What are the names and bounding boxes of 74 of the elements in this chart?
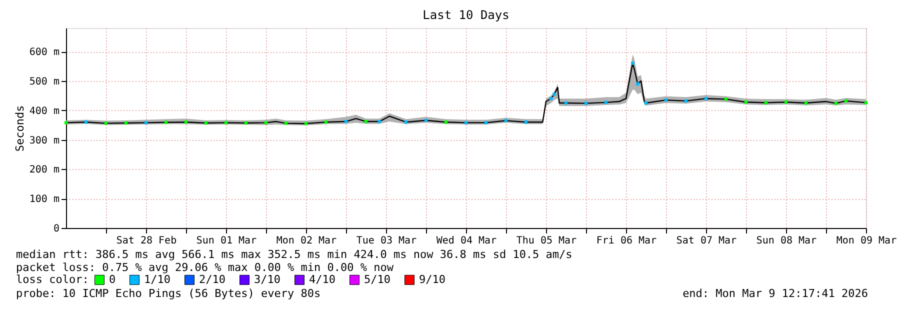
text: end: Mon Mar 9 12:17:41 2026 [682, 287, 868, 300]
text: probe: 10 ICMP Echo Pings (56 Bytes) every 80s [16, 287, 321, 300]
x-tick-label: Sat 07 Mar [676, 236, 737, 246]
x-tick-label: Mon 02 Mar [276, 236, 337, 246]
point [404, 120, 408, 124]
point [344, 120, 348, 124]
point [834, 102, 838, 105]
point [284, 122, 288, 125]
point [244, 121, 248, 125]
y-tick-label: 300 m [29, 135, 60, 146]
point [424, 118, 428, 122]
point [204, 121, 208, 125]
legend-label: 5/10 [364, 272, 390, 286]
point [304, 122, 308, 126]
point [764, 101, 768, 104]
point [584, 102, 588, 105]
point [444, 120, 448, 124]
x-tick-label: Thu 05 Mar [516, 236, 577, 246]
point [504, 119, 508, 122]
point [264, 121, 268, 124]
point [64, 121, 68, 124]
point [124, 121, 128, 125]
legend-label: 9/10 [419, 272, 446, 286]
point [724, 98, 728, 101]
point [644, 101, 648, 105]
legend-title: loss color: [16, 273, 89, 286]
legend-label: 4/10 [309, 272, 336, 286]
x-tick-label: Tue 03 Mar [356, 236, 417, 246]
point [604, 100, 608, 104]
point [164, 120, 168, 124]
point [552, 92, 556, 96]
x-tick-label: Wed 04 Mar [436, 236, 497, 246]
point [664, 98, 668, 102]
y-tick-label: 0 [53, 224, 60, 234]
y-tick-label: 600 m [29, 47, 60, 58]
legend-label: 2/10 [199, 272, 226, 286]
point [784, 100, 788, 104]
point [378, 120, 381, 124]
point [636, 82, 640, 86]
point [804, 101, 808, 105]
x-tick-label: Sat 28 Feb [116, 236, 177, 246]
y-axis-title: Seconds [13, 105, 26, 152]
point [84, 120, 88, 124]
y-tick-label: 400 m [29, 106, 60, 117]
chart-title: Last 10 Days [422, 8, 510, 22]
point [364, 120, 368, 124]
point [104, 122, 108, 125]
point [744, 100, 748, 104]
legend-label: 0 [109, 272, 116, 286]
point [324, 120, 328, 124]
point [484, 121, 488, 124]
x-tick-label: Sun 08 Mar [756, 236, 817, 246]
point [184, 120, 188, 124]
point [464, 121, 468, 124]
point [684, 99, 688, 103]
point [549, 97, 553, 100]
legend-label: 3/10 [254, 272, 280, 286]
point [704, 97, 708, 100]
legend-label: 1/10 [144, 272, 170, 286]
point [844, 99, 848, 103]
x-tick-label: Sun 01 Mar [196, 236, 257, 246]
x-tick-label: Mon 09 Mar [836, 236, 897, 246]
point [864, 101, 868, 104]
text: median rtt: 386.5 ms avg 566.1 ms max 352.5 ms min 424.0 ms now 36.8 ms sd 10.5 am/s [16, 248, 572, 261]
x-tick-label: Fri 06 Mar [596, 236, 657, 246]
point [564, 101, 568, 105]
y-tick-label: 200 m [29, 164, 60, 176]
y-tick-label: 100 m [29, 194, 60, 206]
text: packet loss: 0.75 % avg 29.06 % max 0.00 % min 0.00 % now [16, 261, 394, 274]
y-tick-label: 500 m [29, 76, 60, 88]
point [144, 121, 148, 124]
point [224, 121, 228, 124]
point [524, 120, 528, 124]
point [631, 62, 634, 65]
